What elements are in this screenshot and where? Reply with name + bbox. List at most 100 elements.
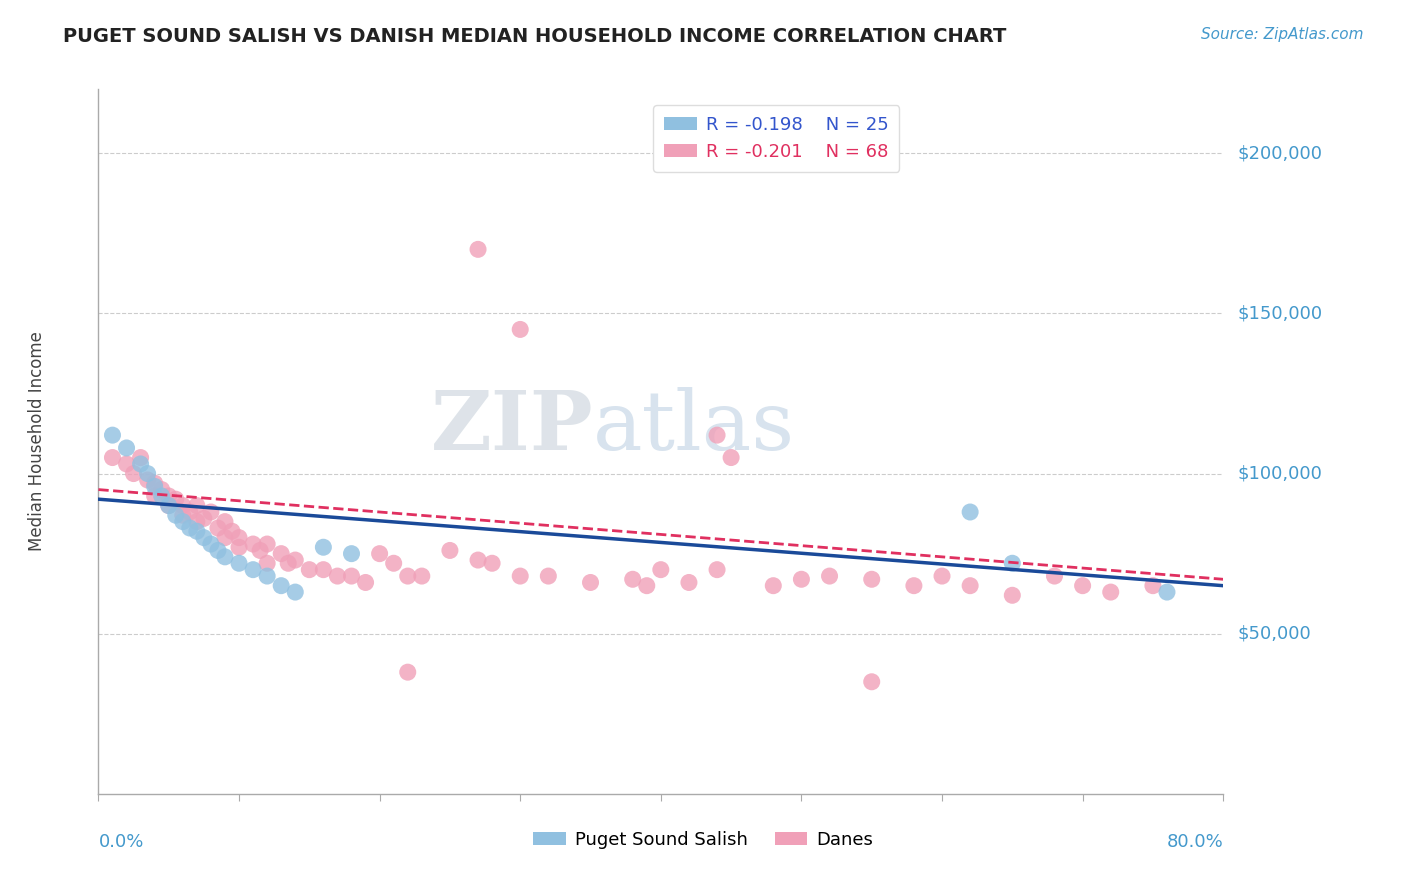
- Point: [903, 579, 925, 593]
- Legend: R = -0.198    N = 25, R = -0.201    N = 68: R = -0.198 N = 25, R = -0.201 N = 68: [654, 105, 900, 172]
- Point: [537, 569, 560, 583]
- Point: [277, 556, 299, 570]
- Point: [270, 579, 292, 593]
- Point: [214, 549, 236, 564]
- Point: [172, 515, 194, 529]
- Point: [136, 473, 159, 487]
- Point: [706, 563, 728, 577]
- Text: 0.0%: 0.0%: [98, 833, 143, 851]
- Text: ZIP: ZIP: [430, 387, 593, 467]
- Point: [931, 569, 953, 583]
- Point: [467, 243, 489, 257]
- Point: [214, 531, 236, 545]
- Point: [1071, 579, 1094, 593]
- Point: [214, 515, 236, 529]
- Point: [129, 450, 152, 465]
- Point: [467, 553, 489, 567]
- Point: [122, 467, 145, 481]
- Point: [256, 569, 278, 583]
- Point: [298, 563, 321, 577]
- Point: [200, 537, 222, 551]
- Point: [228, 541, 250, 555]
- Point: [959, 579, 981, 593]
- Text: $50,000: $50,000: [1237, 624, 1310, 643]
- Point: [621, 572, 644, 586]
- Point: [101, 450, 124, 465]
- Point: [256, 537, 278, 551]
- Point: [242, 537, 264, 551]
- Point: [172, 508, 194, 523]
- Point: [678, 575, 700, 590]
- Text: Median Household Income: Median Household Income: [28, 332, 45, 551]
- Point: [136, 467, 159, 481]
- Point: [179, 505, 201, 519]
- Point: [411, 569, 433, 583]
- Point: [256, 556, 278, 570]
- Point: [1001, 588, 1024, 602]
- Point: [579, 575, 602, 590]
- Point: [207, 543, 229, 558]
- Point: [115, 441, 138, 455]
- Point: [1043, 569, 1066, 583]
- Point: [200, 505, 222, 519]
- Point: [959, 505, 981, 519]
- Point: [179, 521, 201, 535]
- Point: [706, 428, 728, 442]
- Point: [326, 569, 349, 583]
- Point: [150, 489, 173, 503]
- Point: [340, 569, 363, 583]
- Point: [312, 541, 335, 555]
- Point: [790, 572, 813, 586]
- Point: [193, 511, 215, 525]
- Point: [228, 556, 250, 570]
- Point: [270, 547, 292, 561]
- Point: [157, 499, 180, 513]
- Point: [312, 563, 335, 577]
- Text: $100,000: $100,000: [1237, 465, 1322, 483]
- Point: [186, 524, 208, 539]
- Point: [165, 492, 187, 507]
- Point: [720, 450, 742, 465]
- Point: [143, 489, 166, 503]
- Point: [242, 563, 264, 577]
- Point: [396, 665, 419, 680]
- Point: [284, 585, 307, 599]
- Point: [165, 508, 187, 523]
- Point: [340, 547, 363, 561]
- Point: [143, 476, 166, 491]
- Point: [439, 543, 461, 558]
- Legend: Puget Sound Salish, Danes: Puget Sound Salish, Danes: [526, 824, 880, 856]
- Point: [221, 524, 243, 539]
- Point: [172, 499, 194, 513]
- Point: [1099, 585, 1122, 599]
- Text: atlas: atlas: [593, 387, 796, 467]
- Point: [1001, 556, 1024, 570]
- Text: $200,000: $200,000: [1237, 145, 1322, 162]
- Point: [150, 483, 173, 497]
- Point: [1156, 585, 1178, 599]
- Text: Source: ZipAtlas.com: Source: ZipAtlas.com: [1201, 27, 1364, 42]
- Point: [396, 569, 419, 583]
- Point: [818, 569, 841, 583]
- Point: [101, 428, 124, 442]
- Point: [143, 479, 166, 493]
- Point: [207, 521, 229, 535]
- Point: [228, 531, 250, 545]
- Point: [129, 457, 152, 471]
- Point: [284, 553, 307, 567]
- Point: [193, 531, 215, 545]
- Point: [509, 322, 531, 336]
- Point: [650, 563, 672, 577]
- Point: [368, 547, 391, 561]
- Point: [1142, 579, 1164, 593]
- Text: PUGET SOUND SALISH VS DANISH MEDIAN HOUSEHOLD INCOME CORRELATION CHART: PUGET SOUND SALISH VS DANISH MEDIAN HOUS…: [63, 27, 1007, 45]
- Point: [509, 569, 531, 583]
- Point: [481, 556, 503, 570]
- Point: [382, 556, 405, 570]
- Point: [186, 515, 208, 529]
- Point: [636, 579, 658, 593]
- Point: [157, 499, 180, 513]
- Text: $150,000: $150,000: [1237, 304, 1322, 322]
- Text: 80.0%: 80.0%: [1167, 833, 1223, 851]
- Point: [860, 674, 883, 689]
